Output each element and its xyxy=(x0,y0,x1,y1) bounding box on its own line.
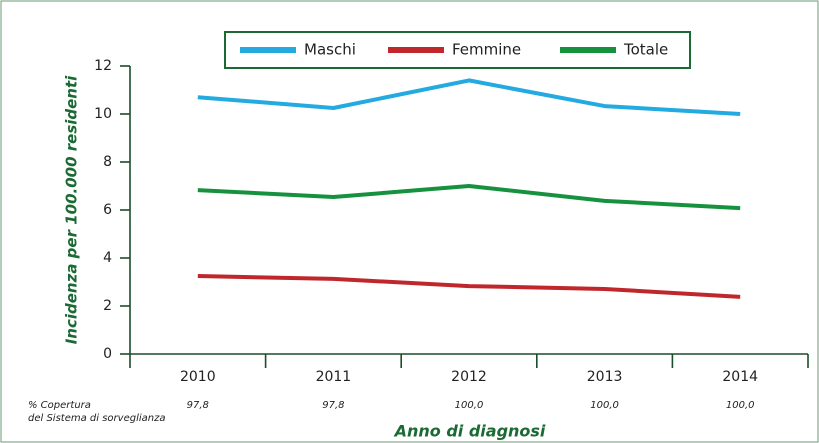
coverage-label: % Copertura xyxy=(28,400,91,411)
x-tick-label: 2010 xyxy=(180,369,216,385)
coverage-value: 97,8 xyxy=(322,400,344,411)
y-tick-label: 2 xyxy=(103,298,112,314)
y-tick-label: 12 xyxy=(94,58,112,74)
legend-label: Totale xyxy=(623,41,668,59)
x-tick-label: 2014 xyxy=(722,369,758,385)
legend-label: Femmine xyxy=(452,41,521,59)
y-tick-label: 8 xyxy=(103,154,112,170)
x-tick-label: 2012 xyxy=(451,369,487,385)
y-tick-label: 0 xyxy=(103,346,112,362)
line-series xyxy=(197,78,741,116)
coverage-value: 100,0 xyxy=(455,400,484,411)
legend-label: Maschi xyxy=(304,41,356,59)
x-axis-label: Anno di diagnosi xyxy=(393,422,546,441)
coverage-label: del Sistema di sorveglianza xyxy=(28,413,165,424)
x-tick-label: 2013 xyxy=(587,369,623,385)
y-axis-label: Incidenza per 100.000 residenti xyxy=(63,75,81,344)
line-series xyxy=(197,274,741,299)
y-tick-label: 4 xyxy=(103,250,112,266)
y-tick-label: 10 xyxy=(94,106,112,122)
coverage-value: 100,0 xyxy=(726,400,755,411)
coverage-value: 100,0 xyxy=(590,400,619,411)
x-tick-label: 2011 xyxy=(316,369,352,385)
coverage-value: 97,8 xyxy=(187,400,209,411)
y-tick-label: 6 xyxy=(103,202,112,218)
line-series xyxy=(197,184,741,211)
